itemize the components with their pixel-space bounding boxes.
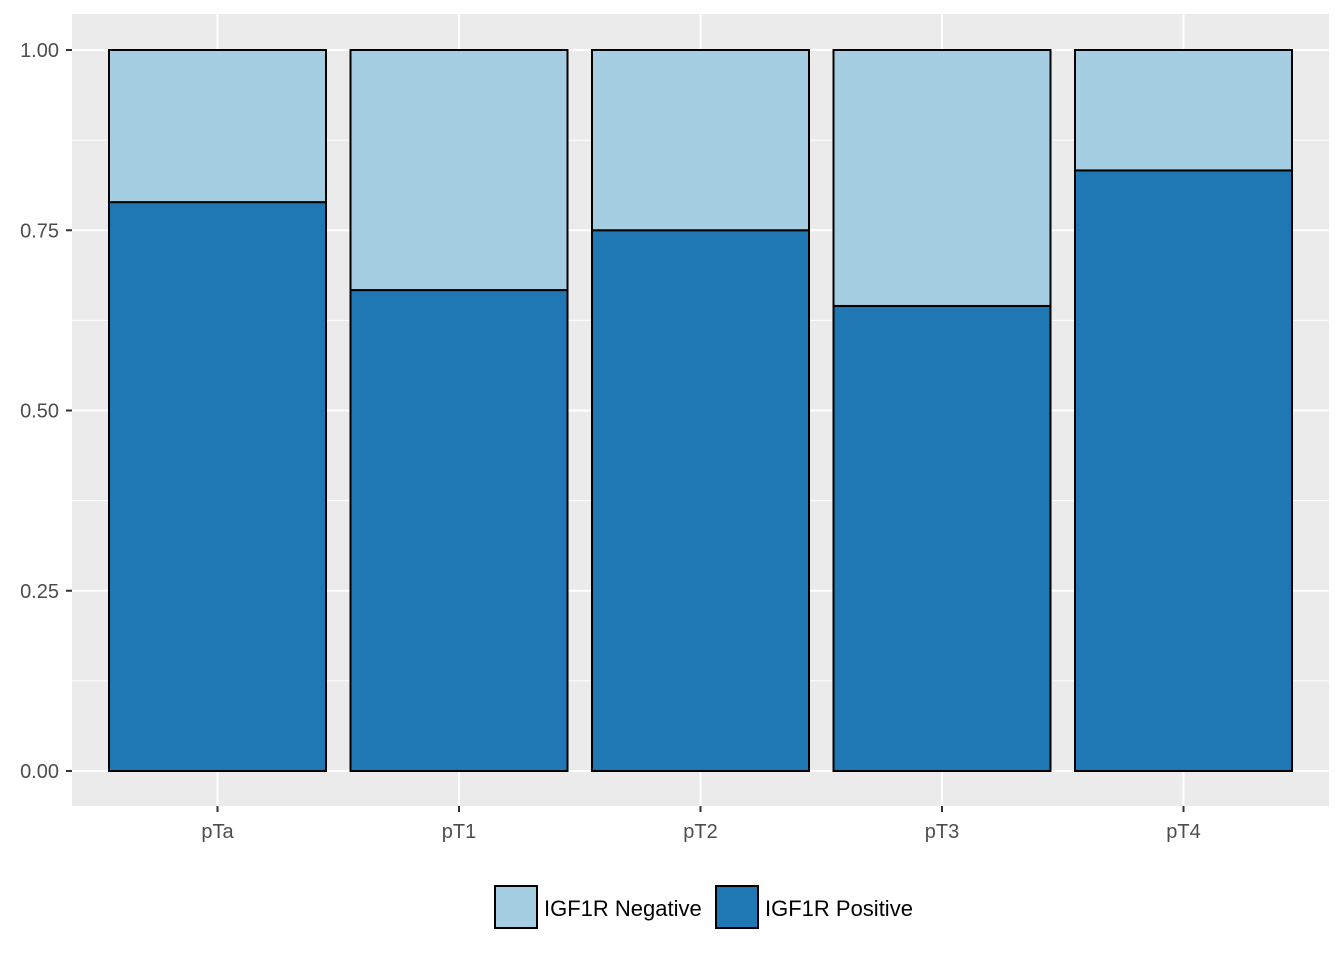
legend-label: IGF1R Positive bbox=[765, 896, 913, 921]
x-tick-label: pT2 bbox=[683, 821, 717, 843]
legend-key-positive bbox=[715, 885, 759, 929]
bars bbox=[108, 49, 1293, 773]
x-tick-label: pT3 bbox=[925, 821, 959, 843]
x-axis: pTa pT1 pT2 pT3 pT4 bbox=[201, 806, 1201, 843]
bar-segment-igf1r-positive bbox=[1074, 169, 1293, 773]
y-tick-label: 0.25 bbox=[20, 581, 59, 603]
bar-segment-igf1r-positive bbox=[108, 201, 327, 773]
bar-segment-igf1r-negative bbox=[832, 49, 1052, 307]
legend-label: IGF1R Negative bbox=[544, 896, 702, 921]
x-tick-label: pT1 bbox=[442, 821, 476, 843]
bar-segment-igf1r-negative bbox=[591, 49, 810, 232]
y-tick-label: 1.00 bbox=[20, 40, 59, 62]
bar-segment-igf1r-positive bbox=[349, 289, 569, 772]
y-tick-label: 0.75 bbox=[20, 220, 59, 242]
bar-segment-igf1r-positive bbox=[832, 304, 1052, 772]
x-tick-label: pTa bbox=[201, 821, 234, 843]
bar-segment-igf1r-negative bbox=[1074, 49, 1293, 172]
y-tick-label: 0.50 bbox=[20, 401, 59, 423]
y-axis: 0.00 0.25 0.50 0.75 1.00 bbox=[20, 40, 72, 783]
legend: IGF1R Negative IGF1R Positive bbox=[494, 885, 913, 929]
x-tick-label: pT4 bbox=[1166, 821, 1200, 843]
bar-segment-igf1r-negative bbox=[108, 49, 327, 204]
bar-segment-igf1r-positive bbox=[591, 229, 810, 772]
y-tick-label: 0.00 bbox=[20, 761, 59, 783]
bar-segment-igf1r-negative bbox=[349, 49, 569, 292]
legend-key-negative bbox=[494, 885, 538, 929]
